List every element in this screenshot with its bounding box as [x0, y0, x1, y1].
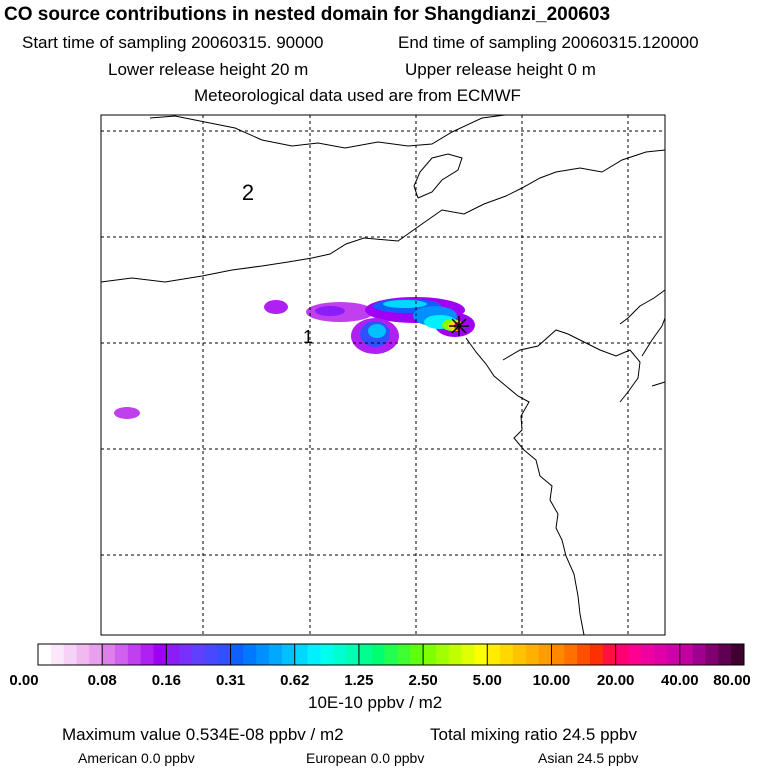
lower-release-label: Lower release height 20 m	[108, 60, 309, 79]
colorbar-tick-label: 0.08	[88, 672, 117, 689]
colorbar-swatch	[346, 644, 360, 665]
plume-inner	[383, 300, 427, 308]
plume-inner	[368, 324, 386, 338]
colorbar-tick-label: 0.00	[9, 672, 38, 689]
colorbar-swatch	[461, 644, 475, 665]
colorbar-swatch	[76, 644, 90, 665]
colorbar-swatch	[192, 644, 206, 665]
colorbar-swatch	[654, 644, 668, 665]
colorbar-tick-label: 40.00	[661, 672, 699, 689]
plume-blob-small	[264, 300, 288, 314]
colorbar-tick-label: 80.00	[713, 672, 751, 689]
colorbar-swatch	[358, 644, 373, 665]
colorbar-swatch	[140, 644, 154, 665]
colorbar-swatch	[127, 644, 142, 665]
colorbar-swatch	[589, 644, 604, 665]
colorbar-swatch	[281, 644, 296, 665]
colorbar-swatch	[89, 644, 103, 665]
colorbar-tick-labels: 0.00 0.08 0.16 0.31 0.62 1.25 2.50 5.00 10.00 20.…	[9, 672, 750, 689]
asian-contribution: Asian 24.5 ppbv	[538, 750, 639, 766]
colorbar-swatch	[487, 644, 501, 665]
colorbar-swatch	[230, 644, 244, 665]
colorbar-swatch	[204, 644, 219, 665]
colorbar-frame	[37, 643, 745, 666]
colorbar-swatch	[512, 644, 527, 665]
total-mixing-ratio-label: Total mixing ratio 24.5 ppbv	[430, 725, 637, 744]
colorbar-swatch	[397, 644, 411, 665]
colorbar-swatch	[269, 644, 283, 665]
colorbar-swatch	[551, 644, 565, 665]
colorbar-swatch	[38, 644, 52, 665]
colorbar-swatch	[731, 644, 745, 665]
colorbar-swatch	[179, 644, 193, 665]
colorbar-swatch	[679, 644, 694, 665]
plume-blob-west	[114, 407, 140, 419]
european-contribution: European 0.0 ppbv	[306, 750, 425, 766]
american-contribution: American 0.0 ppbv	[78, 750, 195, 766]
colorbar-tick-label: 0.16	[152, 672, 181, 689]
colorbar-swatch	[474, 644, 488, 665]
colorbar-swatch	[692, 644, 706, 665]
colorbar-swatch	[63, 644, 77, 665]
colorbar-swatch	[243, 644, 257, 665]
met-data-label: Meteorological data used are from ECMWF	[194, 86, 521, 105]
maximum-value-label: Maximum value 0.534E-08 ppbv / m2	[62, 725, 344, 744]
colorbar-swatch	[564, 644, 578, 665]
colorbar-swatch	[217, 644, 231, 665]
chart-title: CO source contributions in nested domain…	[4, 4, 611, 25]
colorbar-swatch	[538, 644, 552, 665]
colorbar-tick-label: 1.25	[344, 672, 373, 689]
plume-mid	[315, 306, 345, 316]
colorbar-swatch	[602, 644, 617, 665]
colorbar-swatch	[525, 644, 540, 665]
colorbar-tick-label: 0.31	[216, 672, 245, 689]
coastlines	[100, 114, 666, 636]
region-label-1: 1	[303, 327, 313, 347]
colorbar-swatch	[577, 644, 591, 665]
colorbar-swatch	[410, 644, 424, 665]
colorbar-swatch	[705, 644, 719, 665]
colorbar-unit: 10E-10 ppbv / m2	[308, 693, 443, 712]
colorbar-swatch	[294, 644, 308, 665]
colorbar-tick-label: 2.50	[408, 672, 437, 689]
colorbar-swatch	[307, 644, 321, 665]
end-time-label: End time of sampling 20060315.120000	[398, 33, 699, 52]
colorbar-swatch	[333, 644, 347, 665]
colorbar	[37, 643, 745, 666]
colorbar-swatch	[320, 644, 334, 665]
colorbar-swatch	[50, 644, 65, 665]
colorbar-tick-label: 10.00	[533, 672, 571, 689]
region-label-2: 2	[242, 180, 254, 205]
colorbar-swatch	[256, 644, 270, 665]
gridlines	[101, 115, 665, 635]
colorbar-swatch	[166, 644, 180, 665]
colorbar-swatch	[384, 644, 398, 665]
colorbar-swatch	[371, 644, 385, 665]
colorbar-swatch	[423, 644, 437, 665]
plume-layer	[114, 297, 475, 419]
plot-frame	[100, 114, 666, 636]
colorbar-tick-label: 5.00	[473, 672, 502, 689]
colorbar-swatch	[153, 644, 167, 665]
colorbar-swatch	[435, 644, 450, 665]
colorbar-swatch	[641, 644, 655, 665]
upper-release-label: Upper release height 0 m	[405, 60, 596, 79]
colorbar-tick-label: 20.00	[597, 672, 635, 689]
colorbar-swatch	[718, 644, 732, 665]
colorbar-swatch	[115, 644, 129, 665]
colorbar-swatch	[102, 644, 116, 665]
colorbar-swatch	[666, 644, 681, 665]
colorbar-swatch	[615, 644, 629, 665]
start-time-label: Start time of sampling 20060315. 90000	[22, 33, 324, 52]
colorbar-swatch	[500, 644, 514, 665]
colorbar-tick-label: 0.62	[280, 672, 309, 689]
colorbar-swatch	[448, 644, 462, 665]
colorbar-swatch	[628, 644, 642, 665]
receptor-marker	[449, 316, 469, 336]
